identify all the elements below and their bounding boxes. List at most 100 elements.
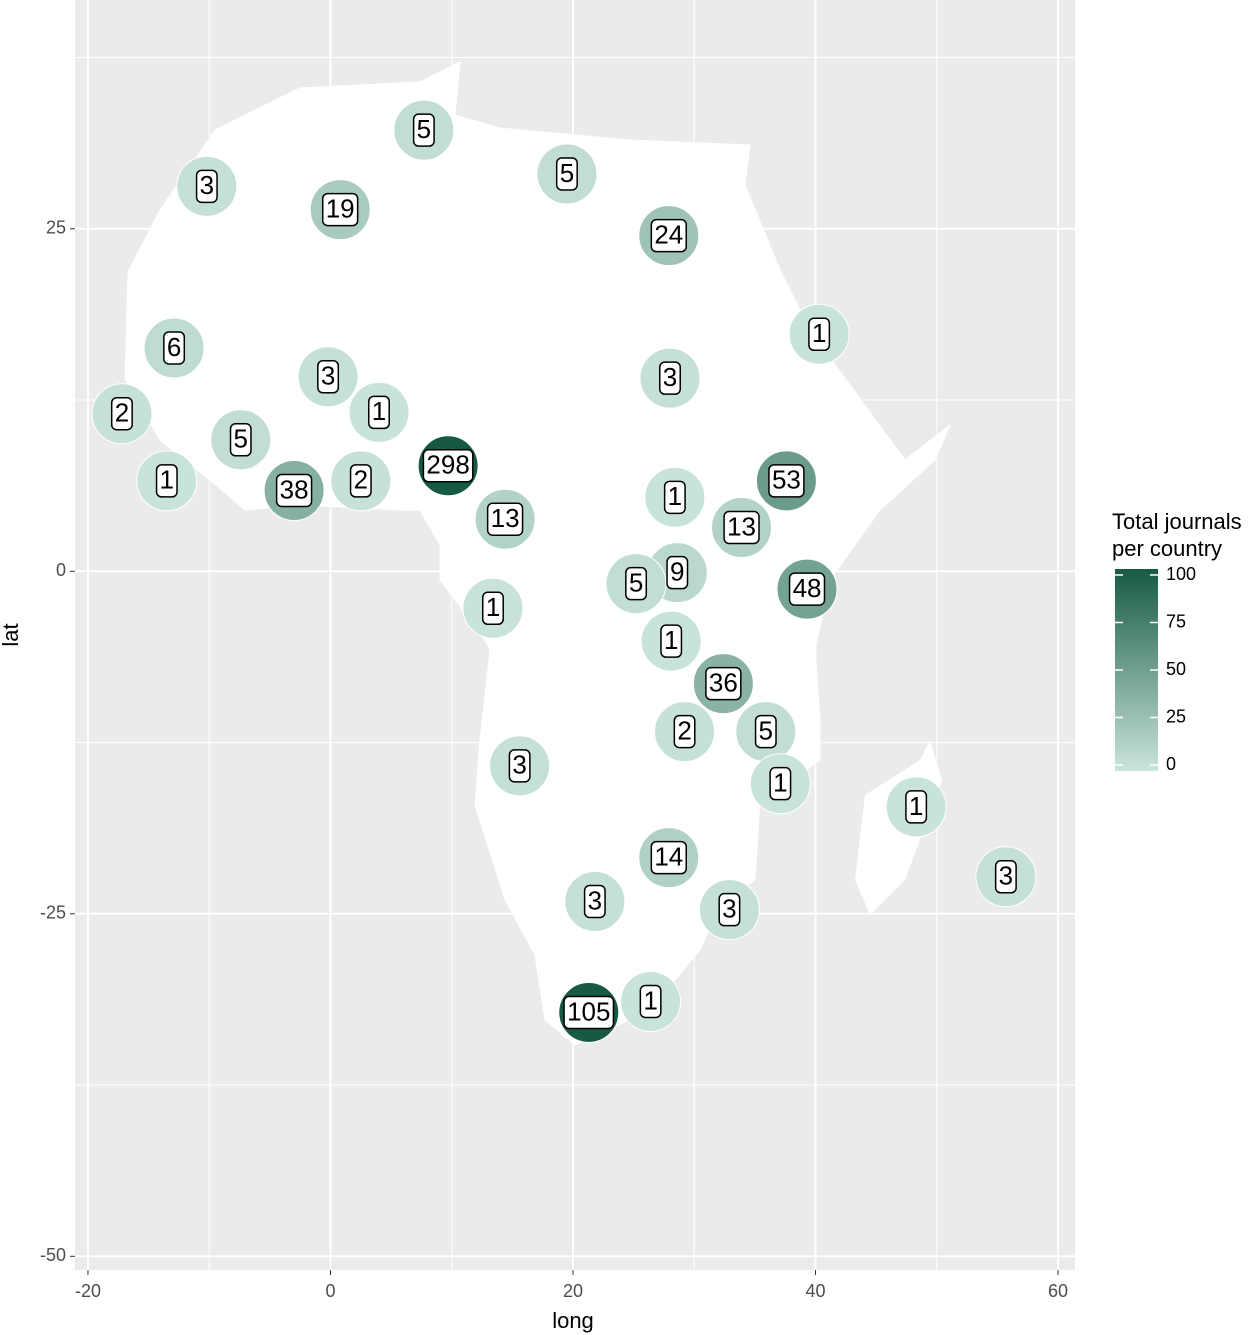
label-text: 1 [668, 481, 682, 511]
value-label: 1 [663, 480, 686, 515]
label-box [349, 464, 372, 498]
value-label: 38 [275, 473, 313, 508]
x-tick-label: -20 [75, 1281, 101, 1301]
x-axis-title: long [552, 1308, 594, 1333]
y-tick-label: 25 [46, 218, 66, 238]
label-box [663, 480, 686, 515]
value-label: 3 [659, 361, 681, 395]
label-box [769, 766, 792, 801]
value-label: 13 [486, 502, 524, 536]
label-box [705, 666, 742, 701]
label-text: 6 [167, 332, 181, 362]
value-label: 14 [650, 840, 688, 875]
label-text: 53 [772, 465, 801, 495]
label-box [718, 892, 741, 927]
label-text: 3 [588, 885, 602, 915]
value-label: 48 [788, 572, 826, 606]
value-label: 3 [195, 169, 218, 204]
label-box [555, 157, 578, 191]
label-text: 298 [426, 450, 469, 480]
colorbar-label: 50 [1166, 659, 1186, 679]
value-label: 5 [555, 157, 578, 191]
value-label: 24 [650, 218, 688, 253]
x-tick-label: 60 [1048, 1281, 1068, 1301]
value-label: 1 [368, 395, 390, 430]
colorbar-label: 75 [1166, 611, 1186, 631]
value-label: 298 [422, 449, 474, 483]
label-text: 1 [486, 592, 500, 622]
label-box [650, 218, 688, 253]
label-text: 3 [999, 861, 1013, 891]
label-text: 5 [759, 715, 773, 745]
label-box [625, 566, 648, 601]
value-label: 3 [583, 884, 606, 919]
value-label: 1 [808, 317, 831, 352]
x-tick-label: 20 [563, 1281, 583, 1301]
label-text: 3 [200, 170, 214, 200]
label-text: 2 [677, 715, 691, 745]
y-tick-label: -25 [40, 903, 66, 923]
label-box [275, 473, 313, 508]
label-text: 3 [512, 750, 526, 780]
label-text: 24 [654, 220, 683, 250]
value-label: 105 [563, 995, 615, 1030]
label-box [195, 169, 218, 204]
value-label: 1 [155, 464, 178, 498]
y-tick-label: -50 [40, 1245, 66, 1265]
colorbar-label: 100 [1166, 564, 1196, 584]
value-label: 3 [317, 360, 340, 394]
label-text: 5 [234, 424, 248, 454]
label-text: 9 [670, 557, 684, 587]
label-box [639, 984, 662, 1019]
value-label: 9 [666, 555, 689, 590]
y-tick-label: 0 [56, 560, 66, 580]
label-text: 1 [773, 768, 787, 798]
value-label: 3 [994, 860, 1017, 894]
label-box [422, 449, 474, 483]
label-text: 3 [663, 362, 677, 392]
label-box [412, 113, 435, 147]
label-box [660, 624, 683, 658]
label-box [768, 464, 805, 498]
value-label: 1 [660, 624, 683, 658]
label-text: 19 [326, 193, 355, 223]
x-tick-label: 40 [805, 1281, 825, 1301]
label-box [163, 331, 186, 365]
label-text: 1 [160, 465, 174, 495]
label-box [673, 714, 696, 749]
label-box [659, 361, 681, 395]
label-box [583, 884, 606, 919]
label-box [486, 502, 524, 536]
label-text: 5 [560, 158, 574, 188]
value-label: 19 [321, 192, 359, 227]
label-text: 5 [417, 114, 431, 144]
label-box [368, 395, 390, 430]
x-tick-label: 0 [325, 1281, 335, 1301]
label-box [563, 995, 615, 1030]
label-text: 38 [280, 474, 309, 504]
label-text: 1 [909, 791, 923, 821]
label-box [808, 317, 831, 352]
value-label: 5 [625, 566, 648, 601]
label-box [994, 860, 1017, 894]
label-box [905, 790, 928, 824]
legend-title: Total journals per country [1112, 509, 1242, 561]
label-text: 105 [567, 996, 610, 1026]
label-text: 14 [654, 842, 683, 872]
label-text: 3 [321, 361, 335, 391]
label-box [155, 464, 178, 498]
label-text: 2 [354, 465, 368, 495]
value-label: 3 [508, 749, 531, 783]
value-label: 53 [768, 464, 805, 498]
value-label: 3 [718, 892, 741, 927]
y-axis-title: lat [0, 623, 23, 646]
legend: 0 25 50 75 100 [1115, 564, 1196, 774]
value-label: 2 [349, 464, 372, 498]
value-label: 5 [754, 714, 777, 749]
value-label: 2 [673, 714, 696, 749]
label-box [321, 192, 359, 227]
label-text: 1 [372, 396, 386, 426]
